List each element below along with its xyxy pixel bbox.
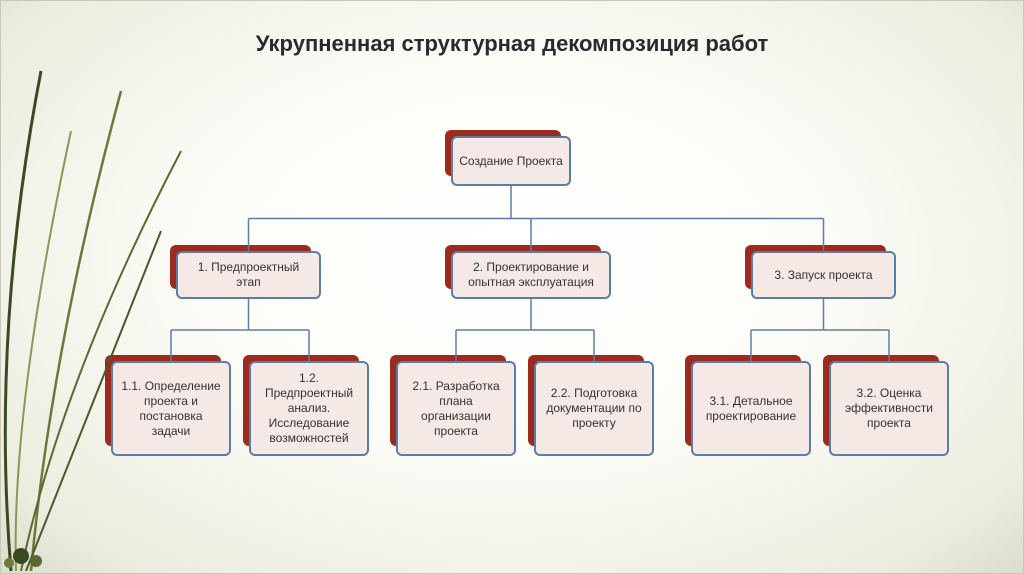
tree-node-9: 3.2. Оценка эффективности проекта bbox=[829, 361, 949, 456]
tree-node-1: 1. Предпроектный этап bbox=[176, 251, 321, 299]
tree-node-label: 3.2. Оценка эффективности проекта bbox=[837, 386, 941, 431]
tree-node-label: 2. Проектирование и опытная эксплуатация bbox=[459, 260, 603, 290]
tree-node-label: 3.1. Детальное проектирование bbox=[699, 394, 803, 424]
tree-node-4: 2. Проектирование и опытная эксплуатация bbox=[451, 251, 611, 299]
tree-node-label: Создание Проекта bbox=[459, 154, 563, 169]
tree-node-5: 2.1. Разработка плана организации проект… bbox=[396, 361, 516, 456]
tree-node-label: 1.2. Предпроектный анализ. Исследование … bbox=[257, 371, 361, 446]
tree-node-6: 2.2. Подготовка документации по проекту bbox=[534, 361, 654, 456]
tree-node-label: 2.2. Подготовка документации по проекту bbox=[542, 386, 646, 431]
tree-node-label: 3. Запуск проекта bbox=[774, 268, 872, 283]
tree-node-3: 1.2. Предпроектный анализ. Исследование … bbox=[249, 361, 369, 456]
tree-node-8: 3.1. Детальное проектирование bbox=[691, 361, 811, 456]
tree-node-2: 1.1. Определение проекта и постановка за… bbox=[111, 361, 231, 456]
page-title: Укрупненная структурная декомпозиция раб… bbox=[1, 31, 1023, 57]
tree-node-label: 1. Предпроектный этап bbox=[184, 260, 313, 290]
org-tree-diagram: Создание Проекта 1. Предпроектный этап 1.1… bbox=[1, 101, 1023, 573]
tree-node-0: Создание Проекта bbox=[451, 136, 571, 186]
tree-node-label: 2.1. Разработка плана организации проект… bbox=[404, 379, 508, 439]
tree-node-label: 1.1. Определение проекта и постановка за… bbox=[119, 379, 223, 439]
tree-node-7: 3. Запуск проекта bbox=[751, 251, 896, 299]
